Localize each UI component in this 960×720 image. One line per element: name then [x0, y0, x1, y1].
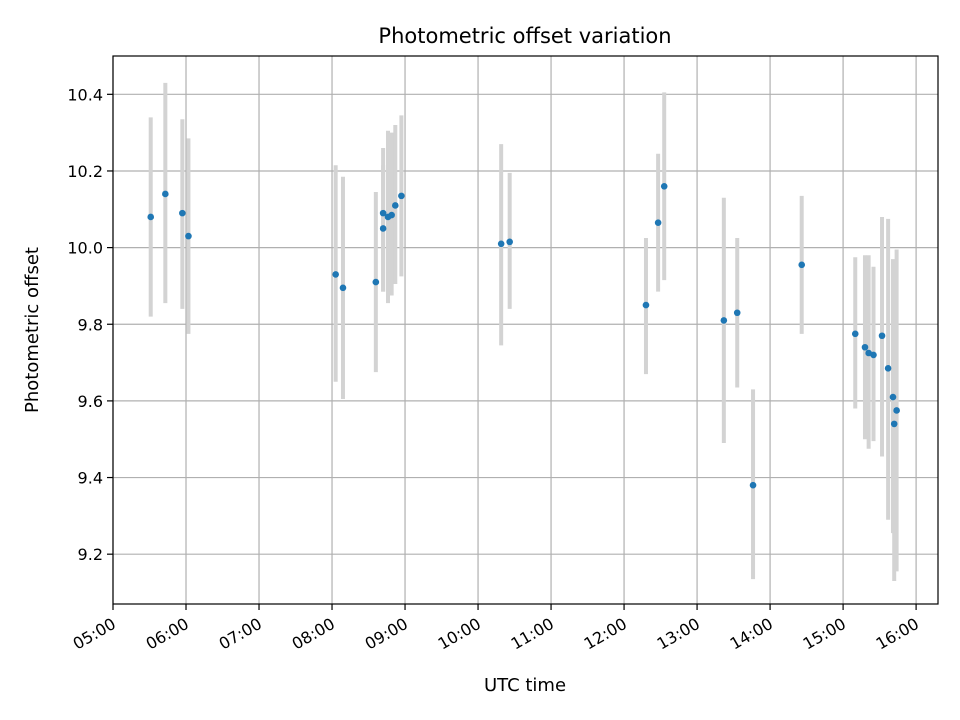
data-point — [162, 190, 169, 198]
data-point — [878, 332, 886, 340]
y-tick-label: 10.0 — [67, 239, 103, 258]
data-point — [185, 232, 192, 240]
data-point — [890, 420, 898, 428]
data-point — [392, 202, 399, 209]
data-point — [893, 407, 900, 414]
grid-layer — [112, 56, 938, 604]
data-point — [660, 182, 668, 190]
data-point — [720, 317, 728, 324]
data-point — [861, 343, 869, 351]
data-point — [733, 309, 741, 317]
point-layer — [147, 182, 900, 489]
data-point — [339, 284, 347, 292]
data-point — [179, 209, 186, 217]
y-tick-label: 9.2 — [78, 545, 103, 564]
y-tick-label: 9.8 — [78, 315, 103, 334]
data-point — [332, 271, 339, 278]
data-point — [147, 213, 155, 221]
chart-title: Photometric offset variation — [378, 24, 671, 48]
data-point — [379, 209, 387, 217]
data-point — [851, 330, 859, 338]
data-point — [642, 301, 650, 309]
data-point — [379, 225, 387, 232]
plot-area-frame — [112, 55, 939, 605]
data-point — [654, 219, 662, 226]
x-axis-label: UTC time — [484, 675, 566, 696]
y-axis-label: Photometric offset — [22, 247, 43, 413]
data-point — [798, 261, 806, 269]
data-point — [889, 393, 897, 401]
data-point — [398, 192, 405, 200]
data-point — [870, 351, 877, 359]
y-tick-label: 10.4 — [67, 85, 103, 104]
data-point — [506, 238, 513, 246]
data-point — [749, 481, 757, 489]
data-point — [372, 278, 380, 286]
y-tick-label: 10.2 — [67, 162, 103, 181]
data-point — [884, 365, 892, 372]
data-point — [388, 211, 395, 219]
data-point — [497, 240, 505, 248]
y-tick-label: 9.4 — [78, 469, 103, 488]
y-tick-label: 9.6 — [78, 392, 103, 411]
